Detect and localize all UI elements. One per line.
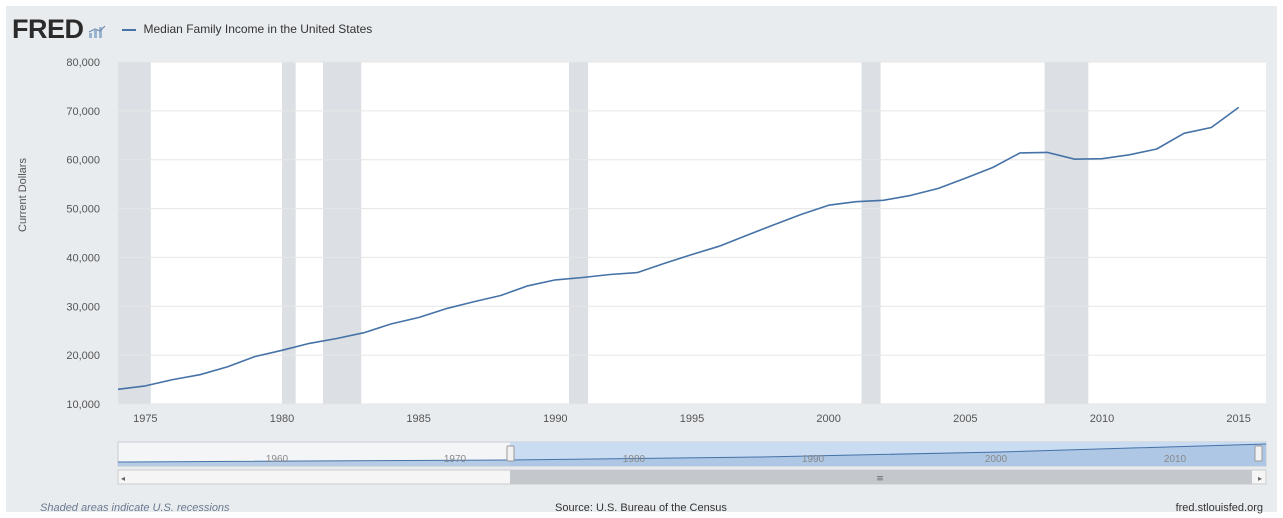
legend-label: Median Family Income in the United State… (143, 22, 373, 36)
recession-band (323, 62, 362, 404)
scrollbar-grip-icon: ≡ (876, 474, 884, 484)
site-link[interactable]: fred.stlouisfed.org (1175, 502, 1263, 514)
legend[interactable]: Median Family Income in the United State… (121, 22, 373, 36)
x-tick-label: 2000 (816, 413, 840, 425)
navigator-handle[interactable] (506, 445, 515, 462)
navigator-line (117, 443, 1267, 463)
y-tick-label: 70,000 (66, 106, 100, 118)
main-chart[interactable]: 10,000 20,000 30,000 40,000 50,000 60,000 70,0… (0, 0, 1283, 500)
y-tick-label: 50,000 (66, 204, 100, 216)
x-tick-label: 2015 (1226, 413, 1250, 425)
x-tick-label: 1985 (406, 413, 430, 425)
chart-icon (88, 25, 105, 38)
recession-band (861, 62, 881, 404)
x-tick-label: 1975 (133, 413, 157, 425)
x-tick-label: 1990 (543, 413, 567, 425)
x-tick-label: 2010 (1090, 413, 1114, 425)
y-tick-label: 30,000 (66, 301, 100, 313)
y-tick-label: 40,000 (66, 252, 100, 264)
series-line[interactable] (117, 106, 1240, 391)
navigator-tick-label: 1960 (266, 454, 289, 465)
fred-logo[interactable]: FRED (12, 13, 84, 44)
navigator-tick-label: 2000 (985, 454, 1008, 465)
x-tick-label: 1995 (680, 413, 704, 425)
recession-note: Shaded areas indicate U.S. recessions (40, 502, 230, 514)
navigator-handle[interactable] (1254, 445, 1263, 462)
x-tick-label: 1980 (270, 413, 294, 425)
x-tick-label: 2005 (953, 413, 977, 425)
y-tick-label: 10,000 (66, 399, 100, 411)
navigator[interactable]: 1960 1970 1980 1990 2000 2010 ≡ ◂ ▸ (0, 0, 1283, 500)
recession-band (282, 62, 296, 404)
navigator-area (118, 444, 1266, 466)
recession-band (118, 62, 151, 404)
navigator-tick-label: 1970 (444, 454, 467, 465)
y-tick-label: 80,000 (66, 57, 100, 69)
legend-swatch (121, 28, 136, 31)
scroll-left-icon[interactable]: ◂ (121, 474, 125, 483)
recession-band (569, 62, 589, 404)
y-tick-label: 60,000 (66, 155, 100, 167)
navigator-tick-label: 2010 (1164, 454, 1187, 465)
footer: Shaded areas indicate U.S. recessions So… (0, 500, 1283, 518)
y-tick-label: 20,000 (66, 350, 100, 362)
recession-band (1044, 62, 1089, 404)
scrollbar-thumb[interactable] (510, 470, 1252, 484)
navigator-tick-label: 1980 (623, 454, 646, 465)
chart-header: FRED Median Family Income in the United … (12, 12, 372, 46)
scroll-right-icon[interactable]: ▸ (1258, 474, 1262, 483)
navigator-tick-label: 1990 (802, 454, 825, 465)
source-text: Source: U.S. Bureau of the Census (555, 502, 727, 514)
